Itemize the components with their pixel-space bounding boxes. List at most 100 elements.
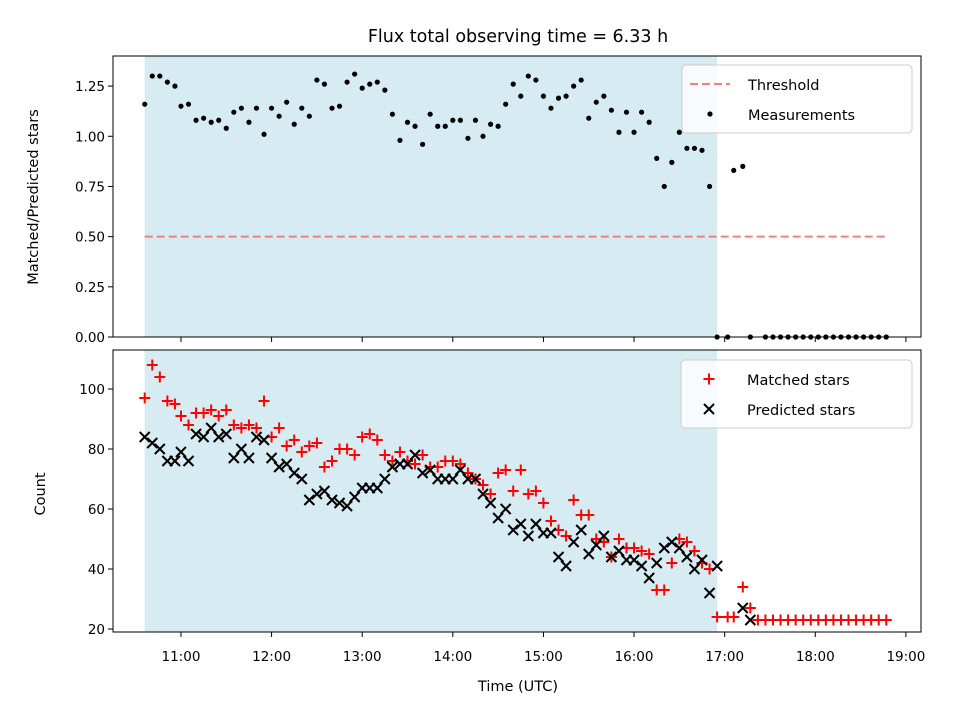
measurement-point xyxy=(306,113,312,119)
predicted-star-marker xyxy=(265,452,278,464)
predicted-star-marker xyxy=(673,542,686,554)
top-y-tick-label: 0.25 xyxy=(75,280,105,296)
top-y-tick-label: 0.00 xyxy=(75,330,105,346)
measurement-point xyxy=(593,99,599,105)
predicted-star-marker xyxy=(205,422,217,434)
measurement-point xyxy=(563,93,569,99)
measurement-point xyxy=(623,109,630,115)
measurement-point xyxy=(669,159,675,165)
measurement-point xyxy=(268,105,275,111)
matched-star-marker xyxy=(288,434,300,446)
measurement-point xyxy=(608,107,614,113)
top-panel: 0.00 0.25 0.50 0.75 1.00 1.25 Threshold Measur… xyxy=(26,55,922,346)
measurement-point xyxy=(654,155,660,161)
measurement-point xyxy=(427,111,433,117)
measurement-point xyxy=(404,119,411,125)
measurement-point xyxy=(185,101,192,107)
predicted-star-marker xyxy=(220,428,232,440)
matched-star-marker xyxy=(515,464,527,476)
bot-legend-label: Matched stars xyxy=(747,373,850,389)
measurement-point xyxy=(510,81,516,87)
bot-y-tick-label: 40 xyxy=(88,562,105,578)
predicted-star-marker xyxy=(190,428,202,440)
predicted-star-marker xyxy=(688,563,701,575)
predicted-legend-swatch xyxy=(703,403,715,415)
predicted-star-marker xyxy=(416,467,429,479)
matched-star-marker xyxy=(628,542,640,554)
matched-star-marker xyxy=(522,488,534,500)
matched-star-marker xyxy=(220,404,232,416)
bottom-panel: 20 40 60 80 100 11:00 12:00 13:00 14:00 15:00 16:0… xyxy=(33,349,925,665)
predicted-star-marker xyxy=(273,461,285,473)
matched-star-marker xyxy=(146,359,158,371)
predicted-star-marker xyxy=(703,587,716,599)
measurement-point xyxy=(397,137,403,143)
measurement-point xyxy=(276,113,282,119)
predicted-star-marker xyxy=(318,485,331,497)
measurement-point xyxy=(321,81,328,87)
matched-star-marker xyxy=(296,446,308,458)
matched-star-marker xyxy=(688,545,700,557)
measurement-point xyxy=(631,129,637,135)
matched-star-marker xyxy=(281,440,293,452)
predicted-star-marker xyxy=(454,464,467,476)
matched-star-marker xyxy=(500,464,512,476)
matched-star-marker xyxy=(303,440,315,452)
x-tick-label: 15:00 xyxy=(524,649,563,665)
measurement-point xyxy=(503,101,509,107)
predicted-star-marker xyxy=(228,452,240,464)
x-tick-label: 14:00 xyxy=(433,649,472,665)
measurement-point xyxy=(367,81,373,87)
matched-star-marker xyxy=(728,611,740,623)
measurement-point xyxy=(172,83,178,89)
x-axis-label: Time (UTC) xyxy=(477,679,558,695)
matched-star-marker xyxy=(447,455,459,467)
matched-star-marker xyxy=(154,371,166,383)
matched-star-marker xyxy=(243,419,255,431)
predicted-star-marker xyxy=(169,455,181,467)
predicted-star-marker xyxy=(250,431,263,443)
matched-star-marker xyxy=(530,485,542,497)
measurement-point xyxy=(540,93,547,99)
matched-star-marker xyxy=(371,434,383,446)
measurement-point xyxy=(661,183,667,190)
measurement-point xyxy=(261,131,267,137)
measurement-point xyxy=(518,93,524,99)
measurement-point xyxy=(731,167,737,174)
predicted-star-marker xyxy=(545,527,557,539)
measurement-point xyxy=(284,99,290,105)
measurement-point xyxy=(164,79,170,85)
predicted-star-marker xyxy=(643,572,655,584)
measurement-point xyxy=(344,79,350,85)
measurement-point xyxy=(638,109,645,115)
predicted-star-marker xyxy=(711,560,723,572)
top-legend: Threshold Measurements xyxy=(681,64,913,134)
predicted-star-marker xyxy=(182,455,195,467)
measurement-point xyxy=(586,115,592,121)
measurement-point xyxy=(646,119,652,125)
measurement-point xyxy=(231,109,237,115)
predicted-star-marker xyxy=(605,551,618,563)
predicted-star-marker xyxy=(635,560,648,572)
top-legend-label: Measurements xyxy=(748,108,855,124)
top-legend-label: Threshold xyxy=(747,78,819,94)
measurement-point xyxy=(435,123,441,129)
predicted-star-marker xyxy=(590,539,602,551)
bot-observing-span xyxy=(144,350,718,632)
matched-star-marker xyxy=(183,419,195,431)
predicted-star-marker xyxy=(235,443,248,455)
matched-star-marker xyxy=(643,548,655,560)
measurement-point xyxy=(487,121,494,127)
matched-legend-swatch xyxy=(703,373,715,385)
predicted-star-marker xyxy=(154,443,166,455)
matched-star-marker xyxy=(485,488,497,500)
predicted-star-marker xyxy=(296,473,308,485)
predicted-star-marker xyxy=(348,491,361,503)
predicted-star-marker xyxy=(567,536,580,548)
predicted-star-marker xyxy=(658,542,670,554)
predicted-star-marker xyxy=(288,467,300,479)
predicted-star-marker xyxy=(530,518,542,530)
measurement-point xyxy=(352,71,358,77)
matched-star-marker xyxy=(139,392,151,404)
